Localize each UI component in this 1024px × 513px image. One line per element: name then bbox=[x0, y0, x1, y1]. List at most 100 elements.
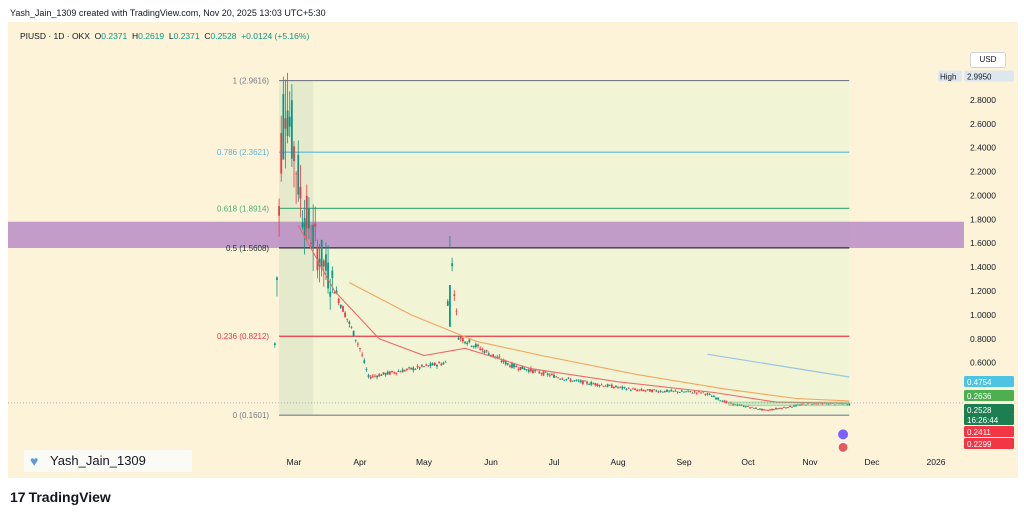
currency-button[interactable]: USD bbox=[970, 52, 1006, 68]
candle-body bbox=[401, 369, 404, 373]
candle-body bbox=[805, 404, 807, 406]
fib-label: 0.786 (2.3621) bbox=[217, 148, 269, 157]
candle-body bbox=[350, 326, 353, 328]
candle-body bbox=[787, 407, 789, 408]
candle-body bbox=[672, 390, 675, 392]
x-tick-label: Aug bbox=[610, 457, 625, 467]
x-tick-label: May bbox=[416, 457, 433, 467]
tradingview-logo-icon: 17 bbox=[10, 489, 26, 505]
candle-body bbox=[483, 350, 486, 354]
candle-body bbox=[695, 392, 698, 394]
candle-body bbox=[827, 403, 830, 405]
candle-body bbox=[333, 292, 336, 294]
candle-body bbox=[691, 392, 694, 394]
candle-body bbox=[403, 370, 406, 372]
candle-body bbox=[498, 356, 501, 358]
candle-body bbox=[367, 375, 370, 377]
candle-body bbox=[322, 260, 325, 267]
candle-body bbox=[738, 404, 741, 406]
x-tick-label: Nov bbox=[802, 457, 818, 467]
candle-body bbox=[825, 403, 828, 405]
candle-body bbox=[280, 133, 283, 174]
candle-body bbox=[838, 403, 840, 405]
candle-body bbox=[356, 343, 359, 345]
candle-body bbox=[474, 343, 477, 348]
candle-body bbox=[781, 407, 783, 409]
candle-body bbox=[674, 390, 677, 392]
open-label: O bbox=[94, 31, 102, 41]
candle-body bbox=[584, 380, 586, 382]
fib-label: 1 (2.9616) bbox=[233, 77, 270, 86]
high-label: H bbox=[132, 31, 139, 41]
fib-label: 0.236 (0.8212) bbox=[217, 332, 269, 341]
candle-body bbox=[354, 339, 357, 341]
symbol-name[interactable]: PIUSD · 1D · OKX bbox=[20, 31, 90, 41]
price-label-red bbox=[964, 438, 1014, 449]
candle-body bbox=[325, 254, 327, 271]
candle-body bbox=[335, 290, 338, 294]
candle-body bbox=[704, 393, 707, 395]
candle-body bbox=[318, 258, 321, 267]
candle-body bbox=[821, 402, 824, 405]
candle-body bbox=[420, 364, 423, 367]
candle-body bbox=[485, 350, 488, 352]
change-value: +0.0124 (+5.16%) bbox=[241, 31, 310, 41]
lightning-event-icon[interactable] bbox=[838, 429, 849, 440]
candle-body bbox=[312, 224, 315, 249]
y-tick-label: 0.6000 bbox=[970, 358, 996, 368]
candle-body bbox=[455, 310, 458, 312]
candle-body bbox=[644, 390, 647, 392]
candle-body bbox=[444, 361, 447, 363]
candle-body bbox=[753, 407, 755, 409]
candle-body bbox=[282, 93, 285, 160]
candle-body bbox=[636, 389, 639, 392]
candle-body bbox=[623, 386, 626, 388]
candle-body bbox=[590, 382, 593, 385]
candle-body bbox=[588, 384, 590, 385]
y-tick-label: 2.0000 bbox=[970, 190, 996, 200]
tradingview-logo-text: TradingView bbox=[28, 489, 111, 505]
candle-body bbox=[734, 403, 737, 406]
candle-body bbox=[749, 407, 751, 409]
candles bbox=[273, 72, 851, 412]
candle-body bbox=[833, 404, 836, 406]
candle-body bbox=[700, 392, 702, 394]
candle-body bbox=[542, 371, 545, 376]
candle-body bbox=[511, 363, 513, 368]
price-chart[interactable]: 1 (2.9616) 0.786 (2.3621) 0.618 (1.8914) 0.… bbox=[8, 22, 1018, 478]
candle-body bbox=[337, 298, 340, 304]
candle-body bbox=[286, 110, 289, 136]
candle-body bbox=[521, 365, 524, 370]
candle-body bbox=[744, 406, 747, 408]
candle-body bbox=[612, 387, 615, 389]
candle-body bbox=[634, 388, 636, 390]
candle-body bbox=[425, 364, 428, 366]
candle-body bbox=[329, 291, 332, 297]
price-label-red bbox=[964, 426, 1014, 437]
candle-body bbox=[848, 403, 851, 406]
candle-body bbox=[427, 365, 430, 367]
y-tick-label: 0.8000 bbox=[970, 334, 996, 344]
purple-resistance-zone bbox=[8, 221, 964, 248]
candle-body bbox=[555, 376, 557, 378]
candle-body bbox=[546, 373, 549, 376]
high-tag-label: High bbox=[940, 73, 956, 82]
candle-body bbox=[290, 100, 293, 159]
candle-body bbox=[602, 385, 605, 387]
candle-body bbox=[446, 301, 449, 306]
candle-body bbox=[663, 390, 666, 393]
candle-body bbox=[327, 262, 329, 289]
candle-body bbox=[395, 372, 398, 374]
us-flag-event-icon[interactable] bbox=[837, 441, 849, 453]
tradingview-logo[interactable]: 17 TradingView bbox=[10, 489, 111, 505]
candle-body bbox=[751, 406, 753, 408]
candle-body bbox=[490, 354, 492, 356]
candle-body bbox=[418, 367, 421, 369]
candle-body bbox=[348, 321, 351, 324]
candle-body bbox=[619, 386, 622, 388]
x-tick-label: Jul bbox=[549, 457, 560, 467]
chart-area[interactable]: 1 (2.9616) 0.786 (2.3621) 0.618 (1.8914) 0.… bbox=[8, 22, 1018, 478]
candle-body bbox=[468, 339, 471, 343]
candle-body bbox=[436, 364, 438, 367]
price-label-value: 0.2636 bbox=[967, 392, 992, 401]
